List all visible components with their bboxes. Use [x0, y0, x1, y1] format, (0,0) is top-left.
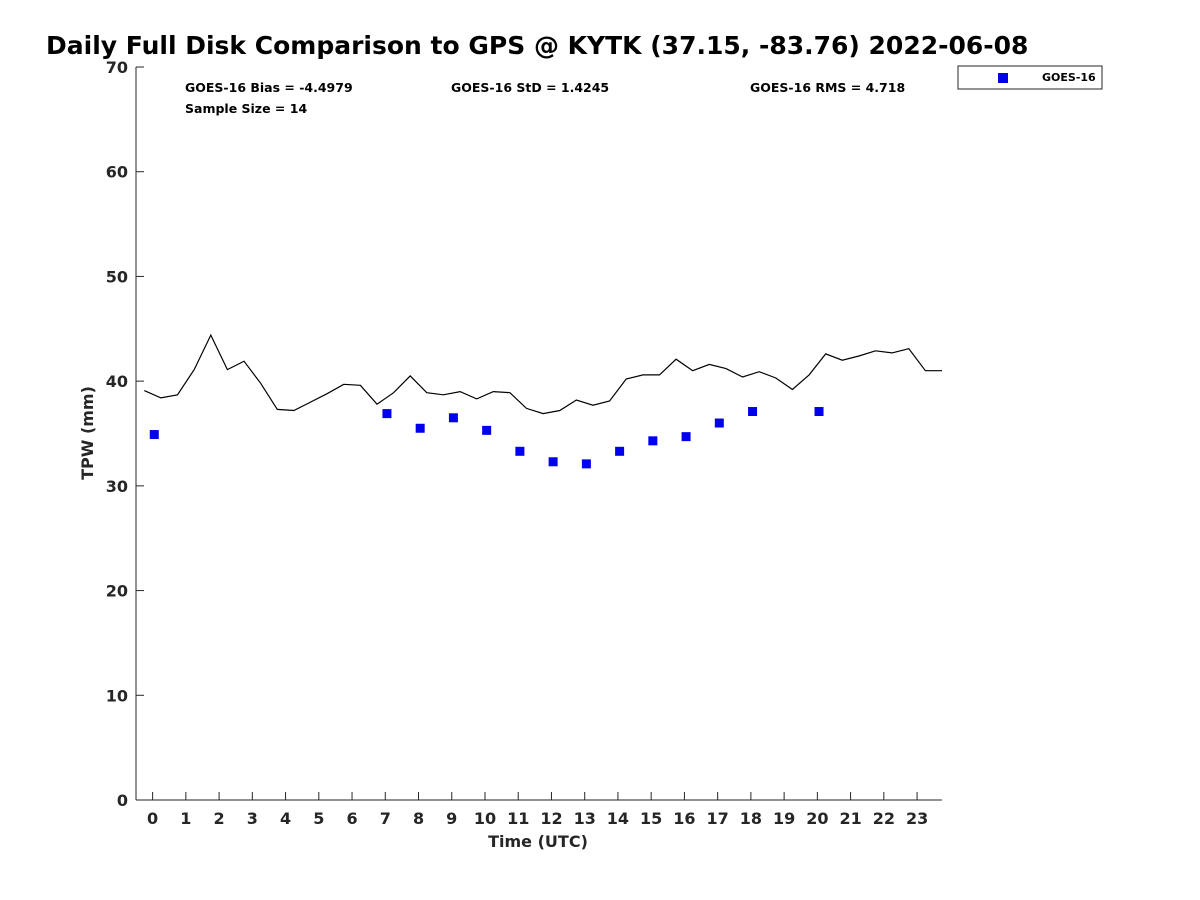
y-tick-label: 30 — [106, 477, 128, 496]
chart-title: Daily Full Disk Comparison to GPS @ KYTK… — [46, 31, 1028, 60]
x-tick-label: 3 — [247, 809, 258, 828]
x-tick-label: 2 — [214, 809, 225, 828]
x-tick-label: 18 — [740, 809, 762, 828]
stat-bias: GOES-16 Bias = -4.4979 — [185, 80, 353, 95]
goes16-point — [681, 432, 691, 442]
x-tick-label: 15 — [640, 809, 662, 828]
y-tick-label: 70 — [106, 58, 128, 77]
x-tick-label: 13 — [574, 809, 596, 828]
x-tick-label: 9 — [446, 809, 457, 828]
stat-std: GOES-16 StD = 1.4245 — [451, 80, 609, 95]
goes16-point — [615, 446, 625, 456]
x-ticks: 0 1 2 3 4 5 6 7 8 9 10 11 12 13 14 15 16 17 18 19 20 21 22 23 — [147, 792, 928, 828]
x-tick-label: 1 — [180, 809, 191, 828]
y-tick-label: 20 — [106, 582, 128, 601]
x-tick-label: 4 — [280, 809, 291, 828]
goes16-point — [515, 446, 525, 456]
x-tick-label: 14 — [607, 809, 629, 828]
x-tick-label: 0 — [147, 809, 158, 828]
x-tick-label: 22 — [873, 809, 895, 828]
goes16-point — [448, 413, 458, 423]
x-tick-label: 20 — [806, 809, 828, 828]
goes16-point — [482, 425, 492, 435]
x-tick-label: 5 — [313, 809, 324, 828]
y-tick-label: 50 — [106, 267, 128, 286]
y-tick-label: 10 — [106, 686, 128, 705]
y-tick-label: 40 — [106, 372, 128, 391]
x-tick-label: 8 — [413, 809, 424, 828]
y-ticks: 0 10 20 30 40 50 60 70 — [106, 58, 144, 810]
x-tick-label: 17 — [707, 809, 729, 828]
x-tick-label: 10 — [474, 809, 496, 828]
x-tick-label: 19 — [773, 809, 795, 828]
goes16-point — [581, 459, 591, 469]
goes16-point — [714, 418, 724, 428]
legend-box — [957, 65, 1103, 90]
y-tick-label: 60 — [106, 163, 128, 182]
x-tick-label: 16 — [673, 809, 695, 828]
goes16-point — [382, 409, 392, 419]
plot-background — [136, 67, 942, 800]
x-tick-label: 11 — [507, 809, 529, 828]
goes16-point — [149, 430, 159, 440]
stat-rms: GOES-16 RMS = 4.718 — [750, 80, 905, 95]
stat-sample-size: Sample Size = 14 — [185, 101, 307, 116]
x-tick-label: 7 — [380, 809, 391, 828]
goes16-marker-series — [149, 407, 824, 469]
x-tick-label: 6 — [346, 809, 357, 828]
x-tick-label: 23 — [906, 809, 928, 828]
legend-goes16-marker — [998, 73, 1008, 83]
goes16-point — [814, 407, 824, 417]
gps-line — [144, 333, 942, 415]
y-tick-label: 0 — [117, 791, 128, 810]
x-tick-label: 12 — [540, 809, 562, 828]
legend: GOES-16 — [957, 65, 1103, 90]
legend-goes16-label: GOES-16 — [1042, 71, 1096, 84]
x-tick-label: 21 — [839, 809, 861, 828]
goes16-point — [648, 436, 658, 446]
goes16-point — [548, 457, 558, 467]
x-axis-label: Time (UTC) — [488, 832, 588, 851]
y-axis-label: TPW (mm) — [78, 386, 97, 480]
goes16-point — [748, 407, 758, 417]
goes16-point — [415, 423, 425, 433]
gps-line-series — [144, 333, 942, 415]
